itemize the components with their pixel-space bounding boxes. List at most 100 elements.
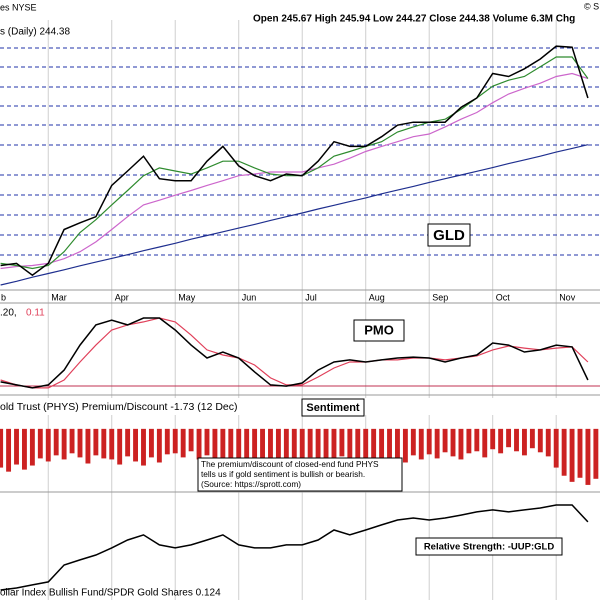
bar xyxy=(291,428,297,469)
bar xyxy=(156,428,162,463)
x-tick-label: Sep xyxy=(432,292,448,302)
bar xyxy=(569,428,575,482)
panel-label: GLD xyxy=(433,227,465,244)
bar xyxy=(212,428,218,461)
bar xyxy=(275,428,281,474)
bar xyxy=(93,428,99,456)
bar xyxy=(506,428,512,448)
bar xyxy=(347,428,353,461)
exchange: es NYSE xyxy=(0,2,37,12)
x-tick-label: b xyxy=(1,292,6,302)
bar xyxy=(299,428,305,462)
bar xyxy=(355,428,361,466)
bar xyxy=(482,428,488,458)
bar xyxy=(577,428,583,478)
bar xyxy=(244,428,250,472)
bar xyxy=(14,428,19,465)
bar xyxy=(188,428,194,452)
bar xyxy=(466,428,472,454)
bar xyxy=(109,428,115,460)
bar xyxy=(164,428,170,455)
bar xyxy=(521,428,527,456)
bar xyxy=(442,428,448,453)
bar xyxy=(45,428,51,462)
bar xyxy=(323,428,329,460)
marks xyxy=(0,45,600,591)
bar xyxy=(498,428,504,454)
bar xyxy=(379,428,385,467)
bar xyxy=(410,428,416,456)
bar xyxy=(69,428,75,454)
annotation: The premium/discount of closed-end fund … xyxy=(201,459,379,469)
bar xyxy=(307,428,313,458)
x-tick-label: Oct xyxy=(496,292,511,302)
bar xyxy=(204,428,210,456)
bar xyxy=(268,428,273,468)
series-line xyxy=(0,317,589,389)
bar xyxy=(220,428,226,464)
bar xyxy=(133,428,139,462)
bar xyxy=(85,428,91,464)
bar xyxy=(474,428,480,452)
annotation: tells us if gold sentiment is bullish or… xyxy=(201,469,365,479)
label-box xyxy=(353,319,405,342)
quote: Open 245.67 High 245.94 Low 244.27 Close… xyxy=(253,14,575,25)
bar xyxy=(331,428,337,464)
label-box xyxy=(415,537,563,556)
bar xyxy=(236,428,242,466)
series-line xyxy=(0,45,589,277)
bar xyxy=(228,428,234,459)
x-tick-label: Nov xyxy=(559,292,576,302)
signal-label: 0.11 xyxy=(26,308,45,319)
panel-title: old Trust (PHYS) Premium/Discount -1.73 … xyxy=(0,401,238,413)
bar xyxy=(148,428,154,458)
panel-label: PMO xyxy=(364,322,394,337)
bar xyxy=(6,428,12,472)
x-tick-label: Jul xyxy=(305,292,317,302)
bar xyxy=(458,428,464,460)
bar xyxy=(117,428,123,465)
series-line xyxy=(0,144,589,286)
x-tick-label: May xyxy=(178,292,196,302)
bar xyxy=(553,428,559,468)
bar xyxy=(101,428,107,459)
panel-title: s (Daily) 244.38 xyxy=(0,27,70,38)
series-line xyxy=(0,504,589,591)
bar xyxy=(61,428,67,460)
bar xyxy=(537,428,543,453)
annotation-box xyxy=(197,457,403,492)
bar xyxy=(260,428,265,476)
x-tick-label: Jun xyxy=(242,292,257,302)
x-tick-label: Mar xyxy=(51,292,67,302)
bar xyxy=(29,428,35,466)
bar xyxy=(529,428,535,449)
bar xyxy=(561,428,567,476)
bar xyxy=(339,428,345,457)
bar xyxy=(514,428,519,452)
annotation: (Source: https://sprott.com) xyxy=(201,479,301,489)
title-band xyxy=(0,398,600,415)
bar xyxy=(196,428,202,460)
bar xyxy=(252,428,258,469)
panel-title: ollar Index Bullish Fund/SPDR Gold Share… xyxy=(0,588,221,599)
bar xyxy=(53,428,59,456)
bar xyxy=(172,428,178,454)
series-line xyxy=(0,72,589,270)
x-tick-label: Aug xyxy=(369,292,385,302)
bar xyxy=(395,428,400,459)
price-levels xyxy=(0,47,600,256)
bar xyxy=(141,428,146,466)
bar xyxy=(585,428,591,485)
label-box xyxy=(301,398,365,417)
bar xyxy=(450,428,456,457)
bar xyxy=(490,428,496,450)
x-tick-label: Apr xyxy=(115,292,129,302)
bar xyxy=(315,428,321,465)
bar xyxy=(418,428,424,460)
bar xyxy=(593,428,599,479)
bar xyxy=(545,428,551,457)
bar xyxy=(180,428,186,458)
panel-title: .20, xyxy=(0,308,17,319)
